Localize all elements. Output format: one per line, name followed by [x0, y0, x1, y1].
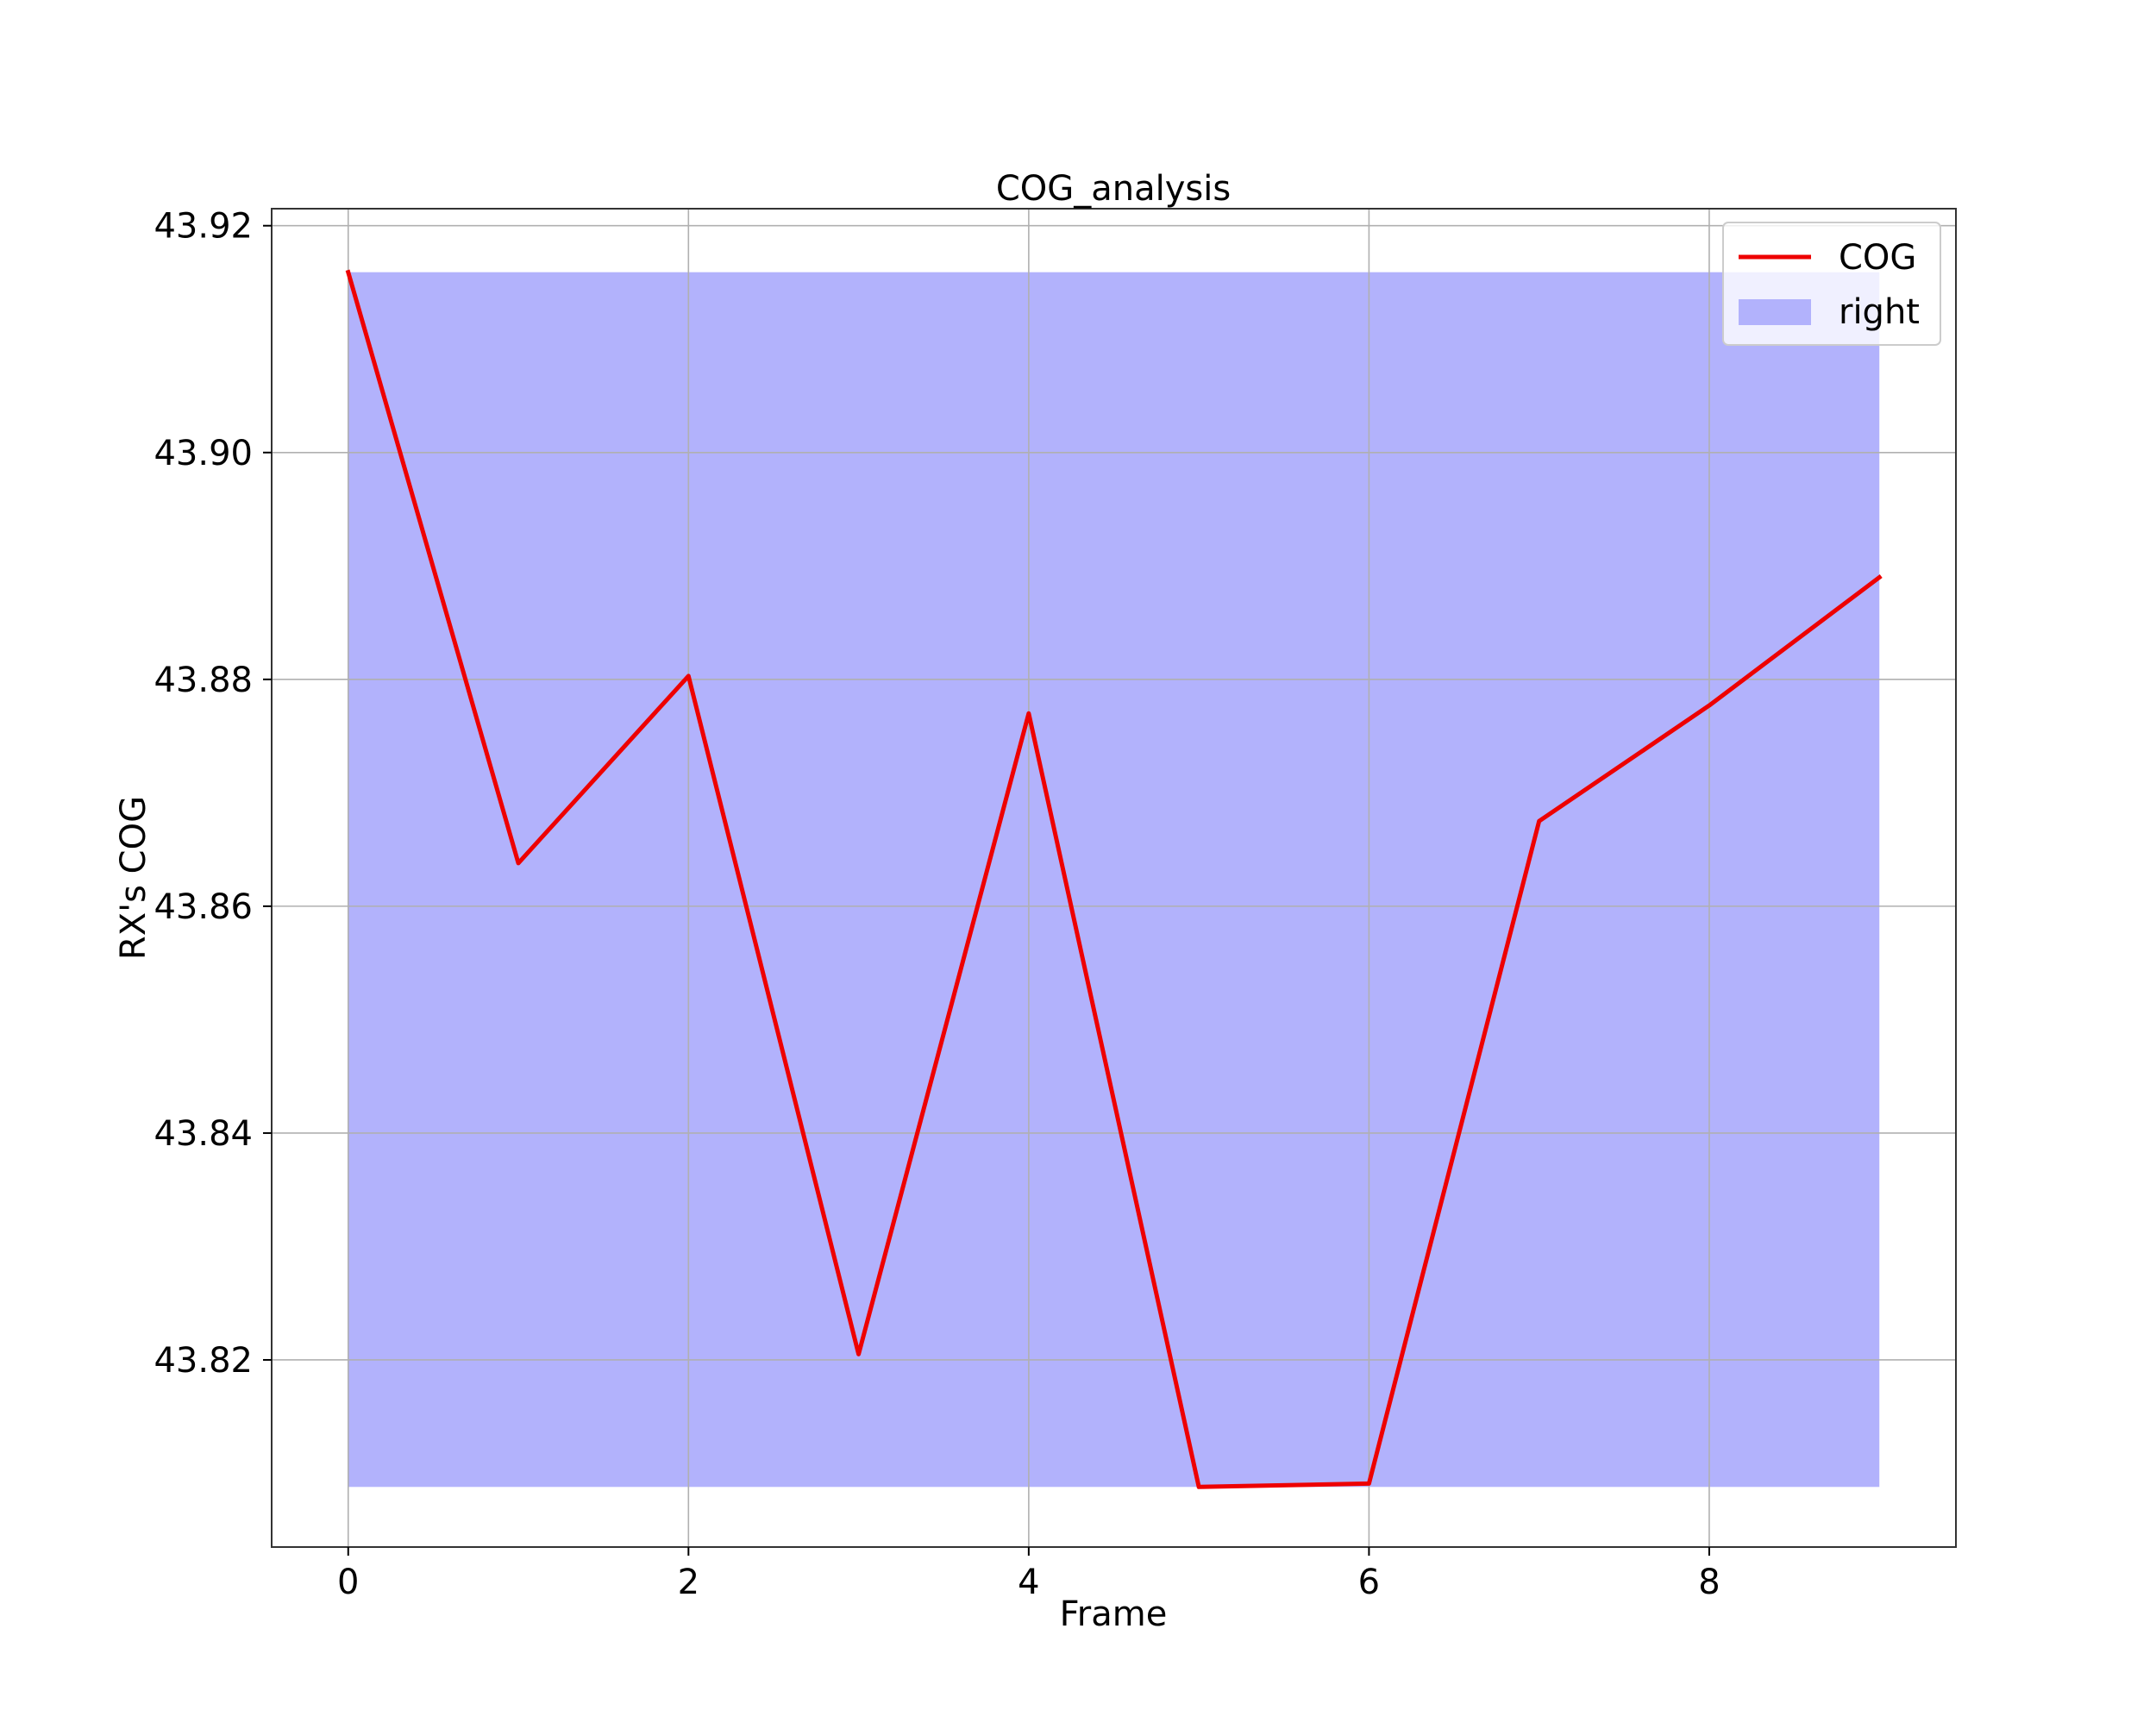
area-right — [348, 272, 1880, 1488]
x-tick-label: 8 — [1698, 1563, 1720, 1602]
line-layer — [345, 269, 1883, 1489]
tick-layer: 0 2 4 6 8 43.82 43.84 43.86 43.88 43.90 43.92 — [154, 207, 1720, 1602]
plot-frame — [271, 208, 1957, 1548]
y-tick-label: 43.88 — [154, 661, 253, 700]
y-tick-label: 43.82 — [154, 1341, 253, 1381]
y-tick-label: 43.86 — [154, 887, 253, 927]
y-tick-label: 43.90 — [154, 434, 253, 473]
x-tick-label: 0 — [337, 1563, 359, 1602]
x-tick-label: 6 — [1358, 1563, 1380, 1602]
y-tick-label: 43.92 — [154, 207, 253, 247]
legend: COG right — [1722, 222, 1941, 346]
legend-area-swatch — [1739, 299, 1811, 325]
x-axis-label: Frame — [1060, 1594, 1168, 1634]
x-tick-label: 4 — [1018, 1563, 1039, 1602]
legend-label-right: right — [1839, 292, 1920, 332]
area-layer — [348, 272, 1880, 1488]
legend-label-cog: COG — [1839, 238, 1916, 278]
y-axis-label: RX's COG — [114, 796, 154, 960]
grid-layer — [272, 209, 1956, 1547]
y-tick-label: 43.84 — [154, 1114, 253, 1154]
line-cog — [345, 269, 1883, 1489]
chart-title: COG_analysis — [996, 169, 1231, 209]
x-tick-label: 2 — [678, 1563, 699, 1602]
